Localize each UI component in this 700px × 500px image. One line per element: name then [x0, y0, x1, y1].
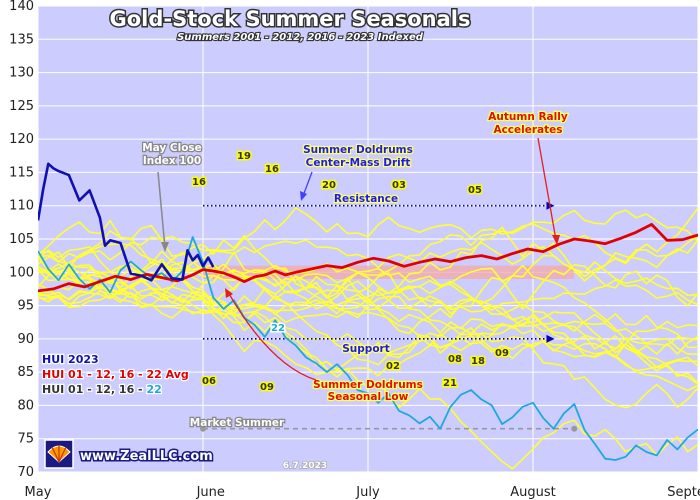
y-tick-label-115: 115	[9, 165, 34, 180]
year-label-02: 02	[386, 361, 400, 372]
autumn-rally-label-line2: Accelerates	[493, 124, 562, 136]
year-label-16a: 16	[192, 177, 206, 188]
y-tick-label-125: 125	[9, 99, 34, 114]
series-lines	[38, 162, 698, 461]
seasonal-low-pointer	[227, 291, 317, 381]
average-series-line	[38, 222, 698, 293]
x-tick-label-june: June	[196, 485, 225, 500]
year-label-22: 22	[271, 323, 285, 334]
y-tick-label-105: 105	[9, 232, 34, 247]
year-label-19: 19	[237, 151, 251, 162]
autumn-rally-label-line1: Autumn Rally	[488, 111, 568, 123]
x-tick-label-may: May	[25, 485, 52, 500]
legend-hui-2023: HUI 2023	[42, 353, 99, 366]
may-close-label-line2: Index 100	[143, 155, 201, 167]
may-close-pointer	[157, 171, 166, 249]
individual-year-line-9	[38, 290, 698, 356]
y-tick-label-85: 85	[17, 365, 34, 380]
market-summer-label: Market Summer	[190, 417, 285, 429]
individual-year-line-19	[38, 274, 698, 359]
individual-year-line-3	[38, 209, 698, 316]
individual-year-line-14	[38, 268, 698, 371]
doldrums-drift-label-line2: Center-Mass Drift	[306, 157, 411, 169]
y-tick-label-75: 75	[17, 432, 34, 447]
year-label-09a: 09	[260, 382, 274, 393]
chart-title: Gold-Stock Summer Seasonals	[110, 7, 471, 31]
autumn-rally-pointer-head	[552, 235, 560, 245]
y-axis-ticks: 70 75 80 85 90 95 100 105 110 115 120 125 130 135 140	[9, 0, 34, 480]
y-tick-label-120: 120	[9, 132, 34, 147]
individual-year-line-16	[38, 251, 698, 311]
may-close-label-line1: May Close	[142, 142, 202, 154]
autumn-rally-pointer	[537, 137, 557, 241]
brand-url: www.ZealLLC.com	[80, 449, 213, 464]
y-tick-label-90: 90	[17, 332, 34, 347]
y-tick-label-135: 135	[9, 32, 34, 47]
chart-subtitle: Summers 2001 - 2012, 2016 - 2023 Indexed	[177, 32, 424, 43]
individual-year-line-18	[38, 265, 698, 392]
individual-year-line-15	[38, 270, 698, 378]
market-summer-start-dot	[200, 425, 206, 432]
x-tick-label-september: September	[667, 485, 700, 500]
support-label: Support	[342, 343, 389, 355]
y-tick-label-130: 130	[9, 66, 34, 81]
individual-year-line-13	[38, 207, 698, 305]
individual-year-line-11	[38, 207, 698, 263]
seasonal-low-pointer-head	[225, 288, 233, 298]
support-arrowhead	[546, 334, 555, 343]
may-close-pointer-head	[161, 242, 169, 252]
doldrums-drift-pointer	[302, 171, 313, 197]
y-tick-label-140: 140	[9, 0, 34, 14]
individual-year-line-6	[38, 255, 698, 366]
x-axis-ticks: May June July August September	[25, 485, 700, 500]
doldrums-drift-pointer-head	[300, 191, 307, 201]
year-label-03: 03	[392, 180, 406, 191]
seasonal-low-label-line1: Summer Doldrums	[313, 379, 423, 391]
year-label-08: 08	[448, 354, 462, 365]
year-label-21: 21	[443, 378, 457, 389]
legend-years-highlight: 22	[146, 383, 161, 396]
x-tick-label-august: August	[510, 485, 556, 500]
zeal-shell-logo-icon	[44, 439, 74, 469]
y-tick-label-70: 70	[17, 465, 34, 480]
y-tick-label-80: 80	[17, 398, 34, 413]
year-label-20: 20	[322, 180, 336, 191]
hui-2023-series-line	[38, 162, 215, 282]
y-tick-label-95: 95	[17, 299, 34, 314]
seasonal-low-label-line2: Seasonal Low	[328, 391, 409, 403]
x-tick-label-july: July	[355, 485, 380, 500]
market-summer-end-dot	[571, 425, 578, 432]
legend-average: HUI 01 - 12, 16 - 22 Avg	[42, 368, 189, 381]
year-label-09b: 09	[495, 348, 509, 359]
year-label-06: 06	[202, 376, 216, 387]
resistance-label: Resistance	[334, 193, 398, 205]
year-label-05: 05	[468, 185, 482, 196]
year-label-16b: 16	[265, 164, 279, 175]
legend-years-prefix: HUI 01 - 12, 16 -	[42, 383, 146, 396]
year-label-18: 18	[471, 356, 485, 367]
individual-year-line-12	[38, 230, 698, 315]
y-tick-label-110: 110	[9, 199, 34, 214]
y-tick-label-100: 100	[9, 265, 34, 280]
legend-years: HUI 01 - 12, 16 - 22	[42, 383, 162, 396]
doldrums-drift-label-line1: Summer Doldrums	[303, 144, 413, 156]
date-stamp: 6.7.2023	[283, 461, 327, 471]
